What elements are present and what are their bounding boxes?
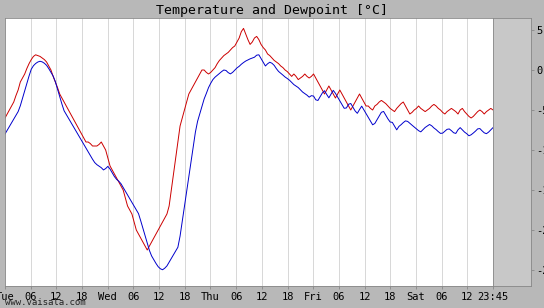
Text: Temperature and Dewpoint [°C]: Temperature and Dewpoint [°C] (156, 4, 388, 17)
Text: www.vaisala.com: www.vaisala.com (5, 298, 85, 307)
